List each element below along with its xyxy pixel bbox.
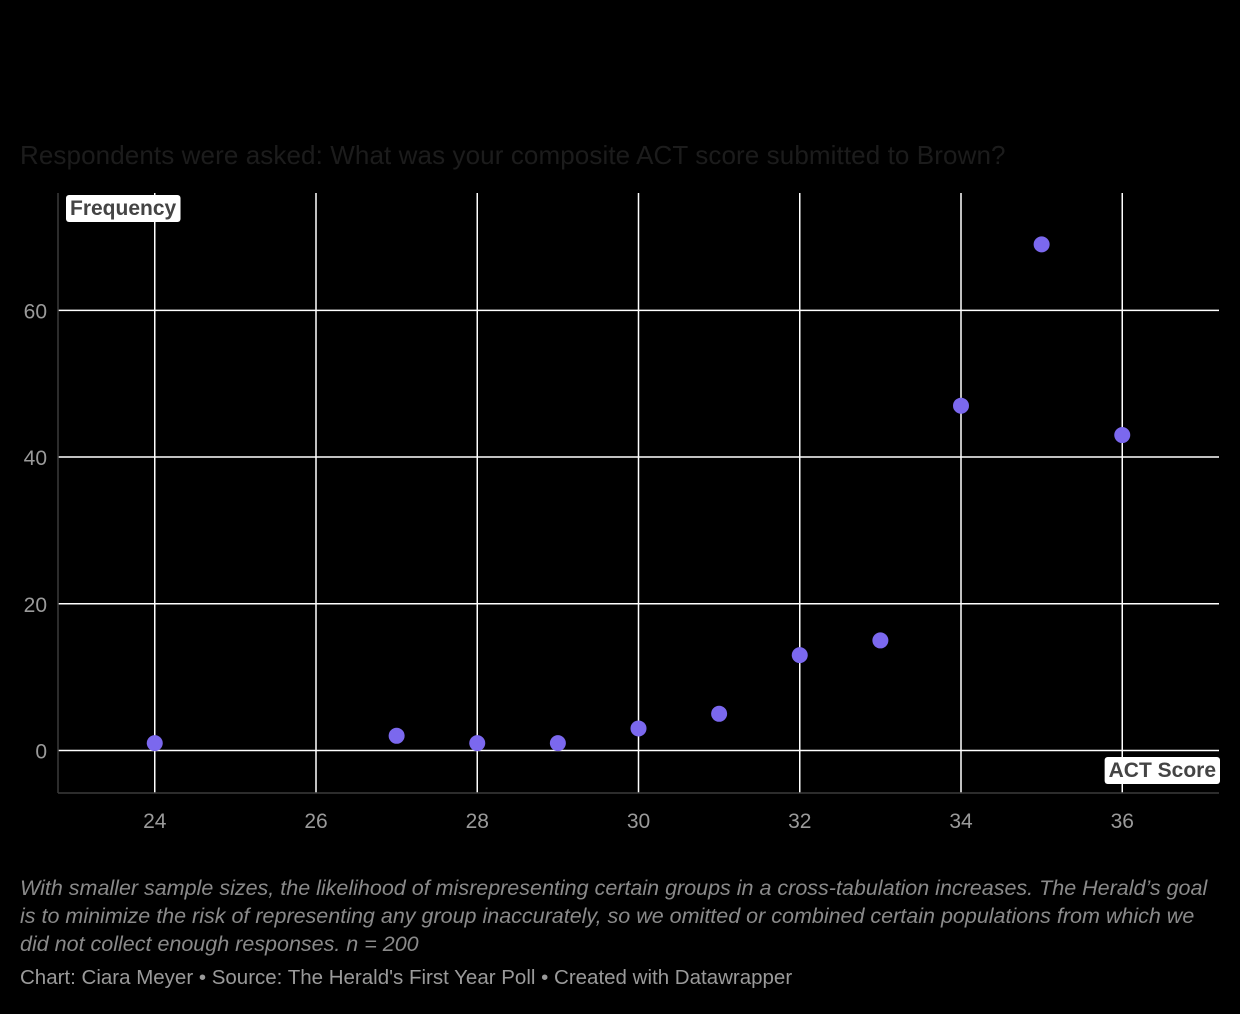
data-point (146, 735, 163, 752)
y-tick-label: 60 (24, 300, 47, 323)
data-point (388, 727, 405, 744)
data-point (953, 397, 969, 414)
data-point (630, 720, 647, 737)
x-tick-label: 30 (627, 810, 650, 833)
data-point (469, 735, 486, 752)
x-tick-label: 36 (1111, 810, 1134, 833)
tick-labels: 24 26 28 30 32 34 36 0 20 40 60 (24, 300, 1134, 833)
axis-labels: Frequency ACT Score (66, 195, 1220, 784)
y-tick-label: 0 (35, 740, 47, 763)
x-axis-label: ACT Score (1109, 759, 1216, 782)
axes (57, 193, 1219, 794)
x-tick-label: 28 (466, 810, 489, 833)
x-tick-label: 26 (304, 810, 327, 833)
data-point (711, 705, 728, 722)
data-point (549, 735, 566, 752)
y-tick-label: 20 (24, 594, 47, 617)
y-axis-label-background (66, 195, 181, 222)
x-tick-label: 24 (143, 810, 167, 833)
data-points (146, 236, 1131, 752)
y-tick-label: 40 (24, 447, 47, 470)
x-tick-label: 34 (949, 810, 973, 833)
grid (58, 193, 1219, 793)
x-axis-label-background (1104, 757, 1220, 784)
data-point (872, 632, 889, 649)
data-point (1114, 427, 1131, 444)
x-tick-label: 32 (788, 810, 811, 833)
chart-notes: With smaller sample sizes, the likelihoo… (20, 876, 1208, 956)
data-point (1033, 236, 1050, 253)
y-axis-label: Frequency (70, 197, 177, 220)
data-point (791, 647, 808, 664)
chart-subtitle: Respondents were asked: What was your co… (20, 140, 1006, 170)
chart-credit: Chart: Ciara Meyer • Source: The Herald'… (20, 966, 793, 989)
